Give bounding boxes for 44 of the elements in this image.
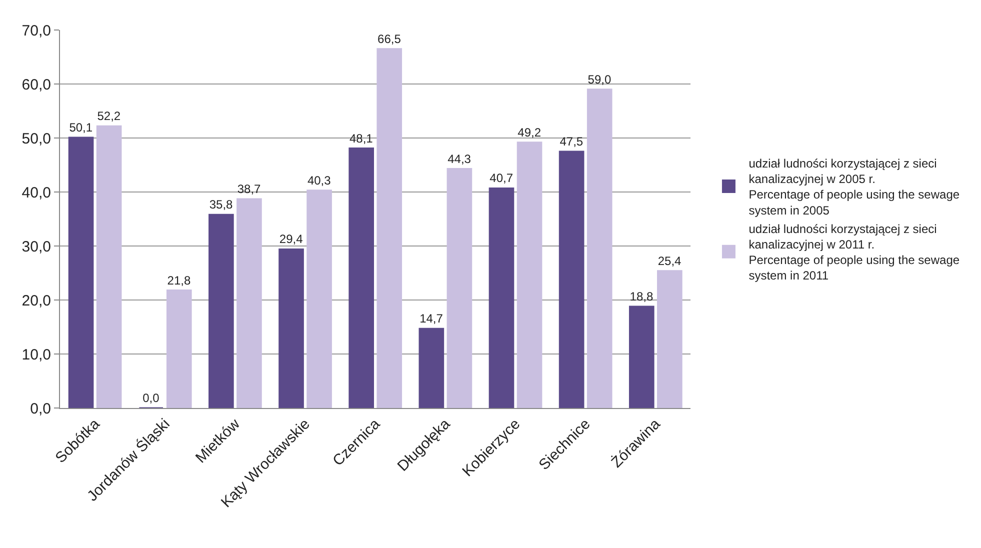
data-label: 50,1 — [69, 120, 93, 134]
data-label: 14,7 — [420, 312, 444, 326]
bar — [376, 48, 402, 408]
data-label: 48,1 — [349, 131, 374, 146]
data-label: 21,8 — [167, 273, 191, 288]
data-label: 44,3 — [448, 152, 472, 166]
y-tick-label: 20,0 — [22, 292, 51, 310]
bar — [278, 248, 304, 408]
y-tick-label: 40,0 — [22, 184, 51, 202]
bar — [516, 142, 542, 408]
data-label: 47,5 — [560, 134, 584, 148]
y-tick-label: 50,0 — [22, 130, 51, 148]
bar — [558, 150, 584, 408]
data-label: 59,0 — [588, 72, 612, 86]
bar — [586, 88, 612, 408]
bar — [166, 290, 192, 408]
y-tick-label: 10,0 — [22, 346, 51, 364]
bar — [96, 125, 122, 408]
bar — [418, 328, 444, 408]
bar — [208, 214, 234, 408]
data-label: 18,8 — [630, 289, 654, 304]
y-tick-label: 0,0 — [30, 400, 51, 418]
data-label: 25,4 — [658, 254, 682, 268]
bar — [68, 136, 94, 408]
data-label: 35,8 — [209, 198, 234, 212]
data-label: 66,5 — [378, 32, 402, 46]
data-label: 40,3 — [307, 173, 332, 188]
data-label: 40,7 — [490, 171, 514, 186]
bar — [348, 148, 374, 408]
data-label: 52,2 — [97, 109, 121, 124]
legend-label: udział ludności korzystającej z sieci kanalizacyjnej w 2011 r. Percentage of people using the sewage system in 2011 — [748, 222, 960, 283]
data-label: 49,2 — [518, 125, 542, 140]
bar — [657, 270, 682, 408]
data-label: 38,7 — [237, 182, 262, 196]
bar — [236, 198, 262, 408]
bar — [488, 187, 514, 408]
bar — [628, 306, 654, 408]
y-tick-label: 30,0 — [22, 238, 51, 256]
bar — [446, 168, 472, 408]
y-tick-label: 60,0 — [22, 76, 51, 94]
data-label: 29,4 — [279, 232, 304, 246]
bar — [306, 190, 332, 408]
y-tick-label: 70,0 — [22, 22, 51, 40]
data-label: 0,0 — [142, 391, 160, 405]
